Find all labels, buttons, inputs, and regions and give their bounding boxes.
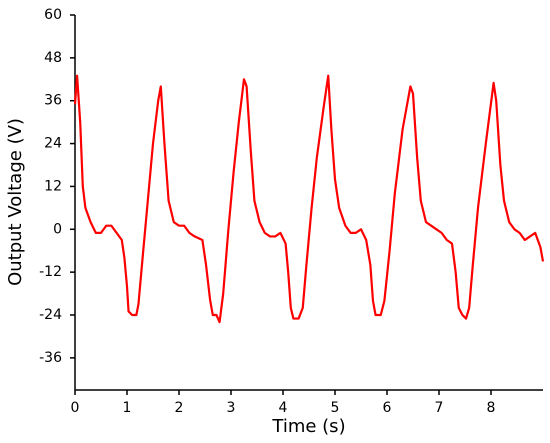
- y-tick-label: 24: [44, 136, 62, 152]
- x-tick-label: 6: [383, 400, 392, 416]
- y-tick-label: 48: [44, 50, 62, 66]
- x-axis-title: Time (s): [271, 416, 345, 437]
- y-tick-label: -36: [39, 350, 62, 366]
- x-tick-label: 2: [175, 400, 184, 416]
- x-tick-label: 1: [123, 400, 132, 416]
- x-tick-label: 3: [227, 400, 236, 416]
- y-axis-title: Output Voltage (V): [5, 118, 26, 286]
- y-tick-label: 60: [44, 7, 62, 23]
- x-tick-label: 5: [331, 400, 340, 416]
- y-tick-label: -24: [39, 307, 62, 323]
- x-tick-label: 4: [279, 400, 288, 416]
- x-tick-label: 0: [71, 400, 80, 416]
- y-tick-label: 0: [53, 221, 62, 237]
- y-tick-label: 12: [44, 178, 62, 194]
- x-tick-label: 8: [487, 400, 496, 416]
- y-tick-label: 36: [44, 93, 62, 109]
- data-line: [73, 74, 545, 324]
- y-tick-label: -12: [39, 264, 62, 280]
- x-tick-label: 7: [435, 400, 444, 416]
